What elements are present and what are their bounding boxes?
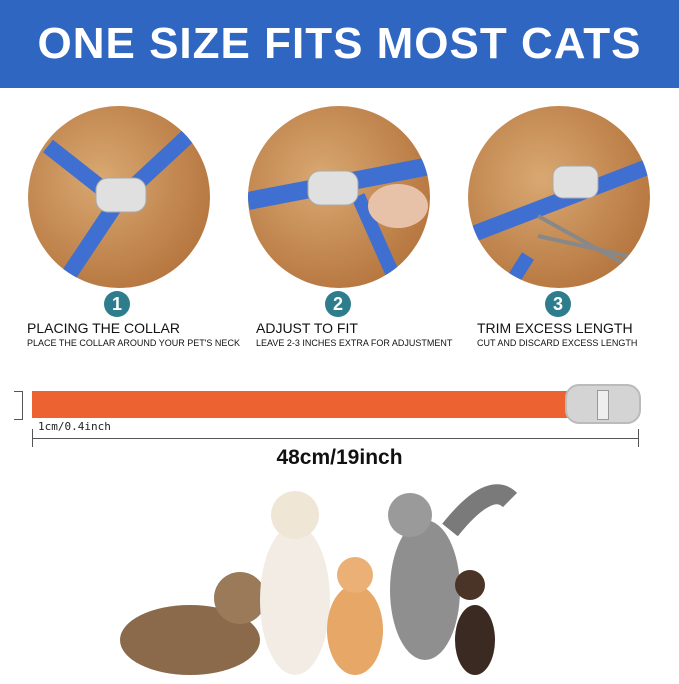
step-1-title: PLACING THE COLLAR — [27, 320, 181, 336]
collar-buckle — [565, 384, 641, 424]
length-dimension-line — [32, 429, 639, 447]
step-1-photo — [28, 106, 210, 288]
banner-title: ONE SIZE FITS MOST CATS — [37, 19, 642, 68]
step-3-badge: 3 — [545, 291, 571, 317]
width-label: 1cm/0.4inch — [38, 420, 111, 433]
step-3-photo — [468, 106, 650, 288]
step-2-photo — [248, 106, 430, 288]
step-2-title: ADJUST TO FIT — [256, 320, 358, 336]
step-1-subtitle: PLACE THE COLLAR AROUND YOUR PET'S NECK — [27, 338, 240, 348]
collar-strap — [32, 391, 572, 418]
step-2-subtitle: LEAVE 2-3 INCHES EXTRA FOR ADJUSTMENT — [256, 338, 453, 348]
step-2-badge: 2 — [325, 291, 351, 317]
step-3-title: TRIM EXCESS LENGTH — [477, 320, 633, 336]
width-dimension-line — [14, 391, 23, 420]
length-label: 48cm/19inch — [276, 446, 403, 469]
title-banner: ONE SIZE FITS MOST CATS — [0, 0, 679, 88]
step-1-badge: 1 — [104, 291, 130, 317]
cats-photo — [110, 470, 540, 679]
step-3-subtitle: CUT AND DISCARD EXCESS LENGTH — [477, 338, 638, 348]
